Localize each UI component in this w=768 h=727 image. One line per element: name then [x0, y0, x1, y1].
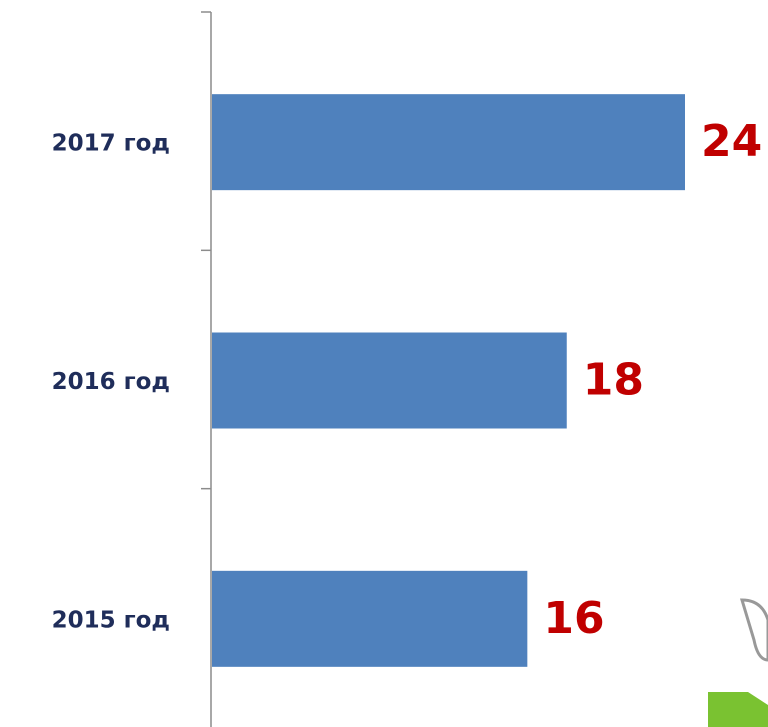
category-label: 2016 год: [52, 369, 170, 395]
decoration: [708, 692, 768, 727]
bar: [212, 332, 567, 429]
category-label: 2017 год: [52, 131, 170, 157]
bar: [212, 570, 528, 667]
value-label: 24: [701, 116, 762, 167]
value-label: 16: [543, 593, 604, 644]
bar: [212, 94, 685, 191]
category-label: 2015 год: [52, 607, 170, 633]
value-label: 18: [583, 355, 644, 406]
decoration: [739, 598, 768, 662]
